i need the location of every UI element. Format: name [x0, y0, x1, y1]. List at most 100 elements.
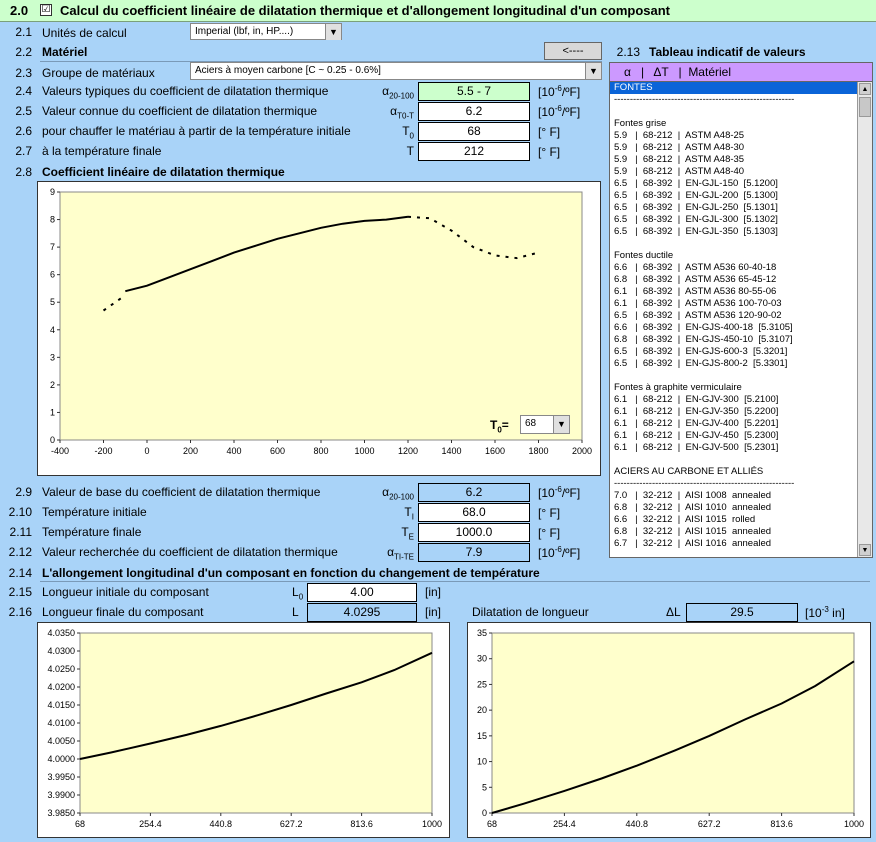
- x-tick-label: 627.2: [698, 819, 721, 829]
- y-tick-label: 5: [482, 782, 487, 792]
- list-item[interactable]: 6.5 | 68-392 | ASTM A536 120-90-02: [614, 310, 782, 321]
- row-value: 5.5 - 7: [418, 82, 530, 101]
- row-value[interactable]: 6.2: [418, 102, 530, 121]
- final-length-label: Longueur finale du composant: [42, 605, 204, 619]
- row-number: 2.14: [8, 566, 32, 580]
- y-tick-label: 4.0200: [47, 682, 75, 692]
- chevron-down-icon[interactable]: ▼: [553, 416, 569, 433]
- scroll-up-icon[interactable]: ▲: [859, 83, 871, 95]
- unit-end: /ºF]: [561, 105, 581, 119]
- list-item[interactable]: 6.6 | 32-212 | AISI 1015 rolled: [614, 514, 756, 525]
- row-unit: [10-6/ºF]: [538, 545, 580, 560]
- material-group-select[interactable]: Aciers à moyen carbone [C ~ 0.25 - 0.6%]…: [190, 62, 602, 80]
- list-item[interactable]: 6.5 | 68-392 | EN-GJL-150 [5.1200]: [614, 178, 778, 189]
- list-item[interactable]: 6.8 | 68-392 | EN-GJS-450-10 [5.3107]: [614, 334, 793, 345]
- y-tick-label: 0: [50, 435, 55, 445]
- series-line: [407, 215, 539, 260]
- list-item[interactable]: 5.9 | 68-212 | ASTM A48-40: [614, 166, 745, 177]
- initial-length-input[interactable]: 4.00: [307, 583, 417, 602]
- list-item[interactable]: 6.7 | 32-212 | AISI 1016 annealed: [614, 538, 772, 549]
- list-item[interactable]: ACIERS AU CARBONE ET ALLIÉS: [614, 466, 764, 477]
- y-tick-label: 4.0000: [47, 754, 75, 764]
- y-tick-label: 3.9900: [47, 790, 75, 800]
- list-item[interactable]: 6.5 | 68-392 | EN-GJS-800-2 [5.3301]: [614, 358, 788, 369]
- scroll-thumb[interactable]: [859, 97, 871, 117]
- back-button[interactable]: <----: [544, 42, 602, 60]
- unit-sup: -6: [554, 545, 562, 554]
- x-tick-label: 813.6: [350, 819, 373, 829]
- y-tick-label: 30: [477, 654, 487, 664]
- x-tick-label: 1000: [354, 446, 374, 456]
- sym-sub: TI-TE: [394, 552, 414, 562]
- list-item[interactable]: 5.9 | 68-212 | ASTM A48-30: [614, 142, 745, 153]
- list-item[interactable]: Fontes grise: [614, 118, 667, 129]
- list-item[interactable]: 6.8 | 32-212 | AISI 1015 annealed: [614, 526, 772, 537]
- list-item[interactable]: 6.5 | 68-392 | EN-GJL-200 [5.1300]: [614, 190, 778, 201]
- material-heading: Matériel: [42, 45, 88, 59]
- list-item[interactable]: 6.6 | 68-392 | ASTM A536 60-40-18: [614, 262, 777, 273]
- series-line: [491, 660, 855, 814]
- list-item[interactable]: 6.1 | 68-212 | EN-GJV-500 [5.2301]: [614, 442, 779, 453]
- row-label: pour chauffer le matériau à partir de la…: [42, 124, 351, 138]
- row-value[interactable]: 212: [418, 142, 530, 161]
- list-item[interactable]: [610, 238, 858, 250]
- list-item[interactable]: ----------------------------------------…: [614, 94, 795, 105]
- list-item[interactable]: 6.8 | 32-212 | AISI 1010 annealed: [614, 502, 772, 513]
- list-item[interactable]: 5.9 | 68-212 | ASTM A48-25: [614, 130, 745, 141]
- units-select[interactable]: Imperial (lbf, in, HP....) ▼: [190, 23, 342, 40]
- list-item[interactable]: 6.1 | 68-212 | EN-GJV-300 [5.2100]: [614, 394, 779, 405]
- list-item[interactable]: Fontes à graphite vermiculaire: [614, 382, 742, 393]
- final-length-chart: 3.9850 3.9900 3.9950 4.0000 4.0050 4.0100 4.01…: [37, 622, 450, 838]
- x-tick-label: 800: [313, 446, 328, 456]
- list-item[interactable]: 6.5 | 68-392 | EN-GJL-250 [5.1301]: [614, 202, 778, 213]
- row-value: 7.9: [418, 543, 530, 562]
- row-unit: [° F]: [538, 525, 560, 540]
- list-item[interactable]: 6.1 | 68-212 | EN-GJV-400 [5.2201]: [614, 418, 779, 429]
- list-item[interactable]: 6.1 | 68-212 | EN-GJV-350 [5.2200]: [614, 406, 779, 417]
- chart3-svg: 0 5 10 15 20 25 30 35 68 254.4 440.8 627.2 813.6 1000: [477, 628, 864, 829]
- unit-sup: -3: [821, 605, 829, 614]
- list-item[interactable]: FONTES: [610, 82, 858, 94]
- list-item[interactable]: [610, 454, 858, 466]
- x-tick-label: 600: [270, 446, 285, 456]
- sym-sub: 0: [298, 592, 304, 602]
- materials-listbox[interactable]: FONTES ----------------------------------…: [609, 81, 873, 558]
- unit-sup: -6: [554, 104, 562, 113]
- row-value[interactable]: 68.0: [418, 503, 530, 522]
- sym-main: T: [406, 144, 414, 158]
- chevron-down-icon[interactable]: ▼: [585, 63, 601, 79]
- list-item[interactable]: 6.5 | 68-392 | EN-GJL-350 [5.1303]: [614, 226, 778, 237]
- plot-area: [491, 632, 855, 814]
- row-label: Valeur de base du coefficient de dilatat…: [42, 485, 321, 499]
- row-value[interactable]: 1000.0: [418, 523, 530, 542]
- initial-length-unit: [in]: [425, 585, 442, 599]
- scrollbar[interactable]: ▲ ▼: [857, 82, 872, 557]
- list-item[interactable]: 6.1 | 68-392 | ASTM A536 80-55-06: [614, 286, 777, 297]
- unit-main: [° F]: [538, 526, 561, 540]
- chevron-down-icon[interactable]: ▼: [325, 24, 341, 40]
- row-number: 2.1: [15, 25, 32, 39]
- unit-main: [10: [538, 105, 555, 119]
- list-item[interactable]: 6.1 | 68-392 | ASTM A536 100-70-03: [614, 298, 782, 309]
- t0-select[interactable]: 68 ▼: [520, 415, 570, 434]
- list-item[interactable]: [610, 106, 858, 118]
- x-tick-label: 1400: [441, 446, 461, 456]
- section-number: 2.0: [10, 3, 29, 18]
- list-item[interactable]: 5.9 | 68-212 | ASTM A48-35: [614, 154, 745, 165]
- sym-main: α: [382, 485, 390, 499]
- x-tick-label: 68: [75, 819, 85, 829]
- list-item[interactable]: 6.1 | 68-212 | EN-GJV-450 [5.2300]: [614, 430, 779, 441]
- unit-main: [10: [538, 486, 555, 500]
- list-item[interactable]: Fontes ductile: [614, 250, 674, 261]
- row-number: 2.12: [8, 545, 32, 559]
- list-item[interactable]: ----------------------------------------…: [614, 478, 795, 489]
- scroll-down-icon[interactable]: ▼: [859, 544, 871, 556]
- list-item[interactable]: [610, 370, 858, 382]
- list-item[interactable]: 6.6 | 68-392 | EN-GJS-400-18 [5.3105]: [614, 322, 793, 333]
- list-item[interactable]: 6.5 | 68-392 | EN-GJL-300 [5.1302]: [614, 214, 778, 225]
- section-checkbox[interactable]: ☑: [40, 4, 52, 16]
- list-item[interactable]: 6.8 | 68-392 | ASTM A536 65-45-12: [614, 274, 777, 285]
- row-value[interactable]: 68: [418, 122, 530, 141]
- list-item[interactable]: 6.5 | 68-392 | EN-GJS-600-3 [5.3201]: [614, 346, 788, 357]
- list-item[interactable]: 7.0 | 32-212 | AISI 1008 annealed: [614, 490, 772, 501]
